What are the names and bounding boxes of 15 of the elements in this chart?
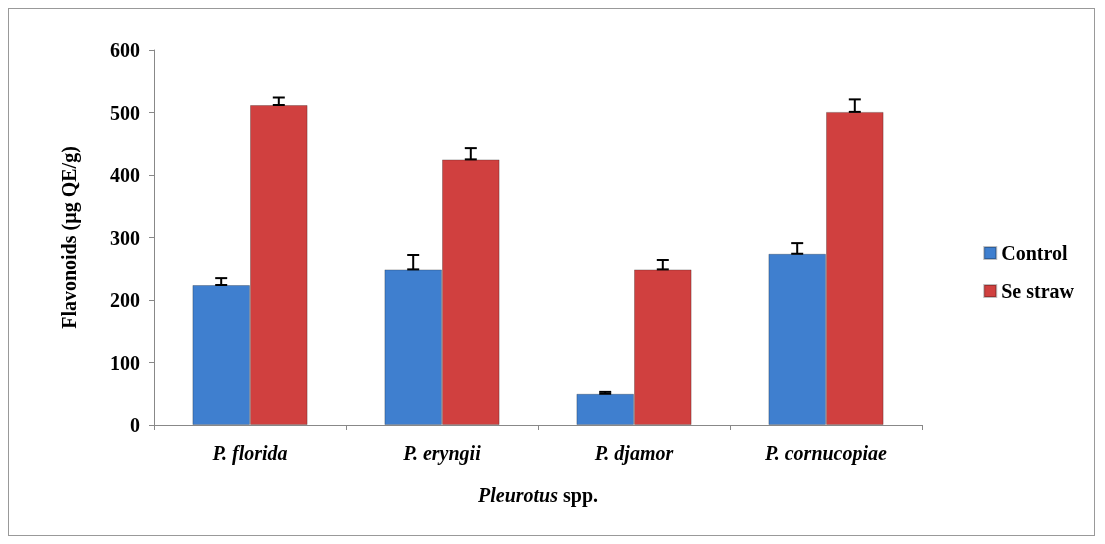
x-tick-label: P. djamor xyxy=(593,442,674,465)
y-tick-label: 200 xyxy=(110,289,140,311)
legend-label: Se straw xyxy=(1001,280,1075,302)
x-tick-label: P. florida xyxy=(211,442,288,465)
x-axis-title: Pleurotus spp. xyxy=(476,484,599,507)
y-tick-label: 100 xyxy=(110,351,140,374)
x-tick-label: P. eryngii xyxy=(402,442,482,465)
y-tick-label: 400 xyxy=(110,164,140,186)
y-tick-label: 500 xyxy=(110,101,140,124)
y-tick-label: 300 xyxy=(110,226,140,249)
legend-label: Control xyxy=(1001,242,1068,264)
y-axis-title: Flavonoids (µg QE/g) xyxy=(58,146,81,329)
y-tick-label: 0 xyxy=(130,414,140,436)
y-tick-label: 600 xyxy=(110,39,140,61)
x-tick-label: P. cornucopiae xyxy=(764,442,888,465)
